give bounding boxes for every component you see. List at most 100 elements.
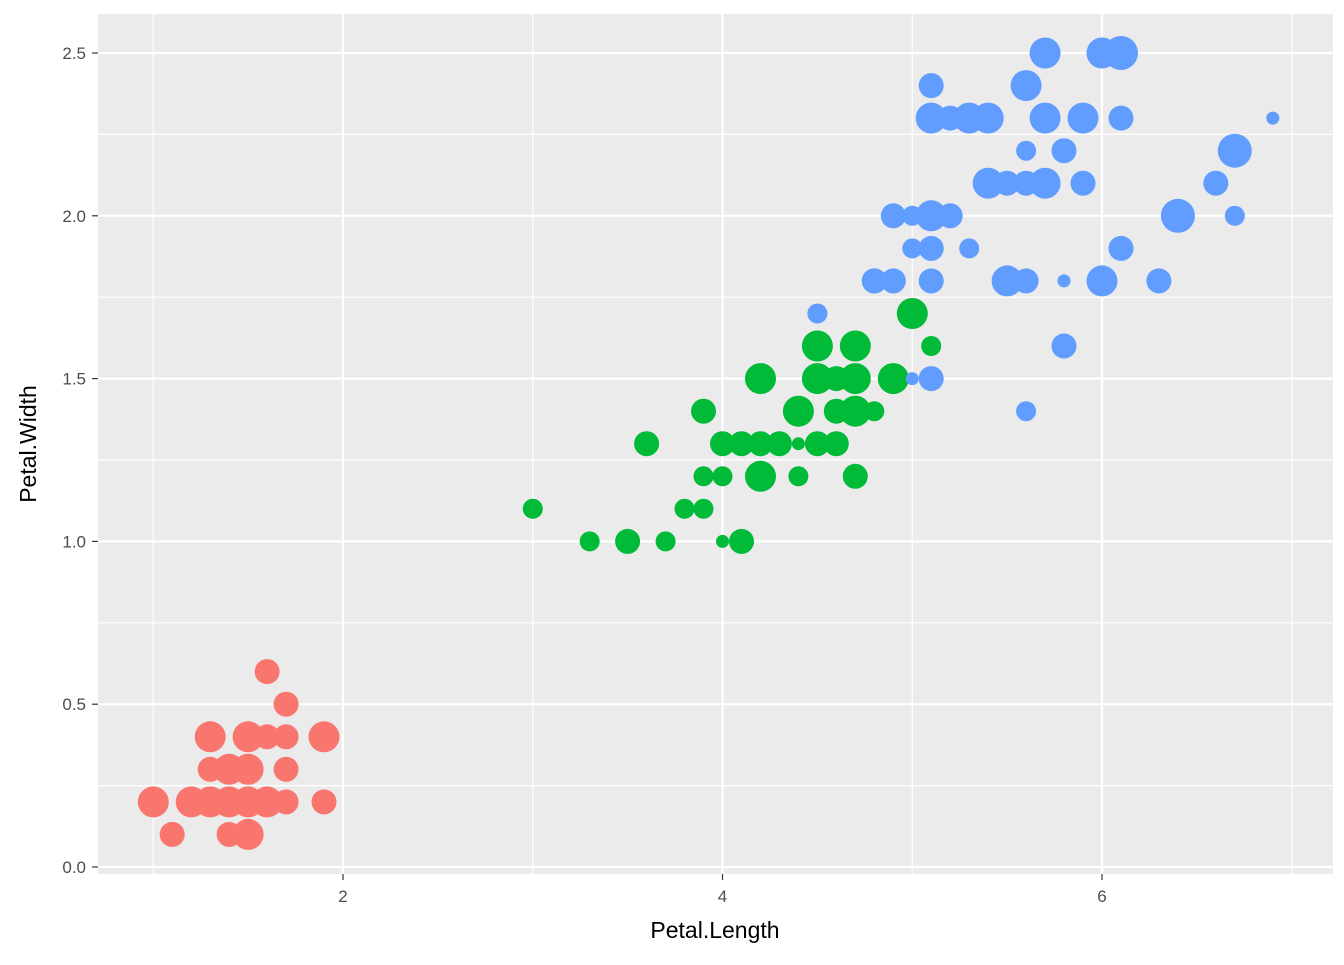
data-point: [994, 170, 1020, 196]
data-point: [1029, 102, 1061, 134]
data-point: [273, 724, 299, 750]
data-point: [1160, 198, 1195, 233]
data-point: [1067, 102, 1099, 134]
data-point: [823, 431, 849, 457]
data-point: [915, 102, 947, 134]
data-point: [159, 821, 185, 847]
data-point: [839, 363, 871, 395]
data-point: [1051, 333, 1077, 359]
data-point: [864, 401, 885, 422]
data-point: [254, 724, 280, 750]
data-point: [615, 528, 641, 554]
y-axis-title: Petal.Width: [15, 385, 41, 503]
data-point: [937, 203, 963, 229]
data-point: [729, 431, 754, 457]
data-point: [634, 431, 660, 457]
data-point: [1016, 401, 1037, 422]
data-point: [232, 818, 264, 850]
data-point: [232, 753, 264, 785]
data-point: [251, 786, 283, 818]
data-point: [1266, 111, 1280, 125]
data-point: [194, 721, 226, 753]
data-point: [254, 659, 280, 685]
data-point: [1104, 36, 1138, 70]
data-point: [801, 330, 833, 362]
data-point: [710, 431, 735, 457]
data-point: [915, 200, 947, 232]
data-point: [1217, 133, 1252, 168]
data-point: [1010, 70, 1042, 102]
data-point: [959, 238, 980, 259]
data-point: [1224, 205, 1245, 226]
data-point: [807, 303, 828, 324]
data-point: [273, 789, 299, 815]
data-point: [918, 366, 944, 392]
data-point: [766, 431, 792, 457]
data-point: [801, 363, 833, 395]
data-point: [1108, 235, 1134, 261]
data-point: [1057, 274, 1071, 288]
data-point: [1029, 37, 1061, 69]
x-tick-label: 4: [718, 887, 727, 906]
data-point: [311, 789, 337, 815]
x-tick-label: 2: [338, 887, 347, 906]
data-point: [273, 691, 299, 717]
data-point: [693, 498, 714, 519]
points-layer: [137, 36, 1280, 850]
data-point: [1086, 265, 1118, 297]
data-point: [691, 398, 716, 424]
data-point: [308, 721, 340, 753]
data-point: [991, 265, 1023, 297]
data-point: [712, 466, 733, 487]
data-point: [918, 235, 944, 261]
data-point: [972, 167, 1004, 199]
data-point: [1016, 140, 1037, 161]
data-point: [880, 203, 906, 229]
data-point: [716, 534, 729, 548]
y-tick-label: 2.5: [62, 44, 86, 63]
x-tick-label: 6: [1097, 887, 1106, 906]
data-point: [1108, 105, 1134, 131]
data-point: [839, 330, 871, 362]
data-point: [804, 431, 830, 457]
data-point: [918, 268, 944, 294]
data-point: [877, 363, 909, 395]
x-axis-title: Petal.Length: [650, 917, 779, 943]
data-point: [880, 268, 906, 294]
data-point: [1146, 268, 1172, 294]
data-point: [522, 498, 543, 519]
data-point: [745, 363, 776, 395]
data-point: [1051, 138, 1077, 164]
data-point: [137, 786, 169, 818]
data-point: [839, 395, 871, 427]
data-point: [273, 756, 299, 782]
y-tick-label: 1.0: [62, 532, 86, 551]
data-point: [729, 528, 754, 554]
y-axis-ticks: 0.0 0.5 1.0 1.5 2.0 2.5: [62, 44, 98, 877]
data-point: [655, 531, 676, 552]
y-tick-label: 1.5: [62, 370, 86, 389]
data-point: [232, 721, 264, 753]
data-point: [918, 73, 944, 99]
data-point: [674, 498, 695, 519]
data-point: [1070, 170, 1096, 196]
data-point: [791, 437, 805, 451]
data-point: [748, 431, 773, 457]
data-point: [1013, 268, 1039, 294]
y-tick-label: 0.5: [62, 695, 86, 714]
data-point: [579, 531, 600, 552]
data-point: [693, 466, 714, 487]
y-tick-label: 0.0: [62, 858, 86, 877]
data-point: [782, 395, 814, 427]
data-point: [1203, 170, 1229, 196]
data-point: [861, 268, 887, 294]
data-point: [842, 463, 868, 489]
data-point: [905, 372, 919, 386]
data-point: [745, 460, 776, 492]
data-point: [972, 102, 1004, 134]
data-point: [788, 466, 809, 487]
data-point: [902, 238, 923, 259]
grid-minor: [98, 14, 1333, 874]
